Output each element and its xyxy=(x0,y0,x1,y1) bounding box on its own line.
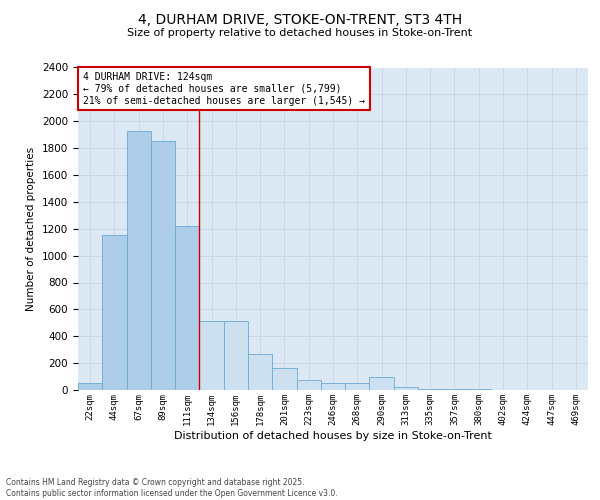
Bar xyxy=(224,322,248,390)
Bar xyxy=(345,384,370,390)
Bar xyxy=(151,142,175,390)
X-axis label: Distribution of detached houses by size in Stoke-on-Trent: Distribution of detached houses by size … xyxy=(174,430,492,440)
Bar xyxy=(248,354,272,390)
Bar xyxy=(418,388,442,390)
Bar xyxy=(321,382,345,390)
Text: Size of property relative to detached houses in Stoke-on-Trent: Size of property relative to detached ho… xyxy=(127,28,473,38)
Bar xyxy=(272,368,296,390)
Bar xyxy=(394,388,418,390)
Text: 4 DURHAM DRIVE: 124sqm
← 79% of detached houses are smaller (5,799)
21% of semi-: 4 DURHAM DRIVE: 124sqm ← 79% of detached… xyxy=(83,72,365,106)
Bar xyxy=(78,382,102,390)
Text: Contains HM Land Registry data © Crown copyright and database right 2025.
Contai: Contains HM Land Registry data © Crown c… xyxy=(6,478,338,498)
Bar xyxy=(175,226,199,390)
Bar xyxy=(127,130,151,390)
Bar xyxy=(199,322,224,390)
Y-axis label: Number of detached properties: Number of detached properties xyxy=(26,146,37,311)
Bar xyxy=(102,236,127,390)
Bar xyxy=(296,380,321,390)
Text: 4, DURHAM DRIVE, STOKE-ON-TRENT, ST3 4TH: 4, DURHAM DRIVE, STOKE-ON-TRENT, ST3 4TH xyxy=(138,12,462,26)
Bar xyxy=(370,376,394,390)
